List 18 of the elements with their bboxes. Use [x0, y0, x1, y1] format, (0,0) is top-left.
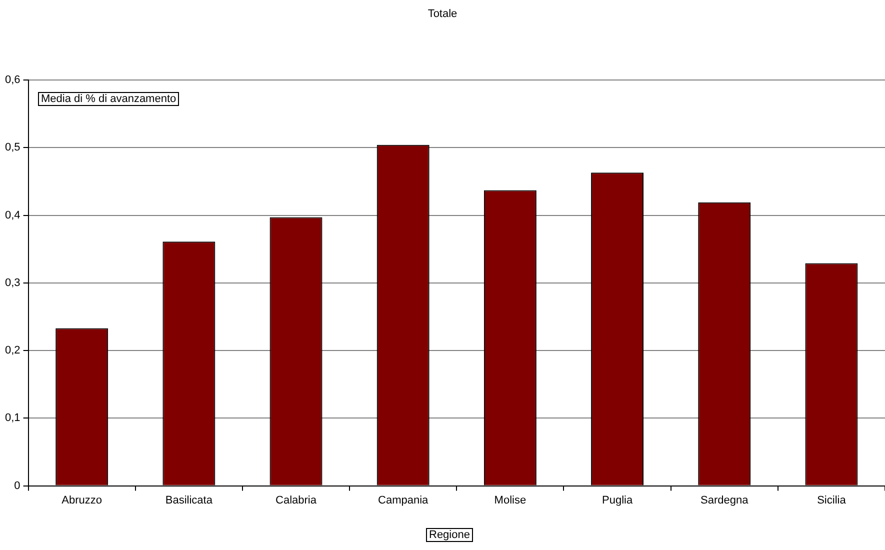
y-axis-title: Media di % di avanzamento	[38, 92, 180, 106]
y-tick-label: 0,2	[4, 344, 20, 357]
x-tick-label: Sicilia	[817, 494, 847, 506]
y-tick-label: 0,3	[4, 276, 20, 289]
x-tick-label: Sardegna	[700, 494, 750, 506]
x-tick-label: Basilicata	[165, 494, 214, 506]
y-tick-label: 0,4	[4, 209, 20, 222]
y-tick-label: 0,6	[4, 74, 20, 86]
x-axis-title: Regione	[426, 528, 473, 542]
x-tick-label: Calabria	[276, 494, 318, 506]
chart-title: Totale	[426, 8, 458, 20]
y-tick-label: 0	[14, 480, 20, 492]
y-tick-label: 0,1	[4, 412, 20, 424]
x-tick-label: Puglia	[602, 494, 634, 506]
x-tick-label: Campania	[378, 494, 430, 506]
y-tick-label: 0,5	[4, 142, 20, 154]
x-tick-label: Molise	[494, 494, 526, 506]
x-tick-label: Abruzzo	[62, 494, 102, 506]
